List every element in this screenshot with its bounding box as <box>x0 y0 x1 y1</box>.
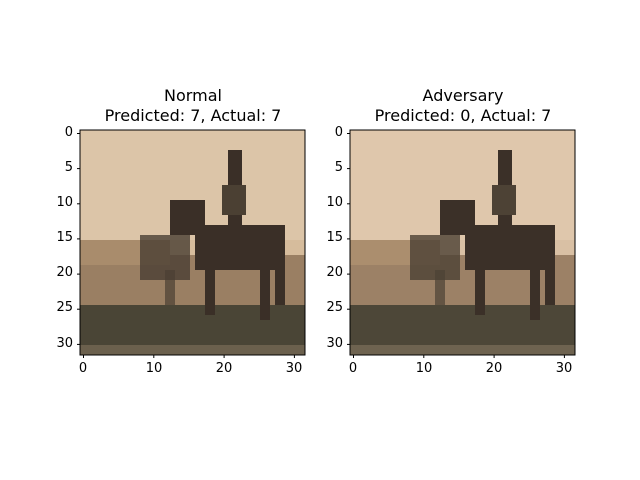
xtick-label: 0 <box>348 361 358 376</box>
ytick-label: 30 <box>326 336 343 351</box>
panel-title-line1: Adversary <box>422 86 504 105</box>
ytick-label: 5 <box>64 160 73 175</box>
panel-title-line2: Predicted: 7, Actual: 7 <box>104 106 282 125</box>
xtick-label: 20 <box>215 361 233 376</box>
ytick-label: 15 <box>56 230 73 245</box>
xtick-label: 10 <box>415 361 433 376</box>
xtick-label: 10 <box>145 361 163 376</box>
adversary-ticks <box>347 133 565 358</box>
panel-title-line1: Normal <box>164 86 222 105</box>
xtick-label: 30 <box>555 361 573 376</box>
ytick-label: 20 <box>326 265 343 280</box>
adversary-image <box>350 130 575 355</box>
adversary-axes-frame <box>349 129 576 356</box>
normal-image <box>80 130 305 355</box>
ytick-label: 25 <box>56 300 73 315</box>
ytick-label: 30 <box>56 336 73 351</box>
ytick-label: 20 <box>56 265 73 280</box>
ytick-label: 15 <box>326 230 343 245</box>
ytick-label: 5 <box>334 160 343 175</box>
ytick-label: 0 <box>64 125 73 140</box>
xtick-label: 30 <box>285 361 303 376</box>
ytick-label: 10 <box>56 195 73 210</box>
ytick-label: 0 <box>334 125 343 140</box>
xtick-label: 20 <box>485 361 503 376</box>
xtick-label: 0 <box>78 361 88 376</box>
ytick-label: 25 <box>326 300 343 315</box>
panel-title-line2: Predicted: 0, Actual: 7 <box>374 106 552 125</box>
normal-ticks <box>77 133 295 358</box>
ytick-label: 10 <box>326 195 343 210</box>
normal-axes-frame <box>79 129 306 356</box>
